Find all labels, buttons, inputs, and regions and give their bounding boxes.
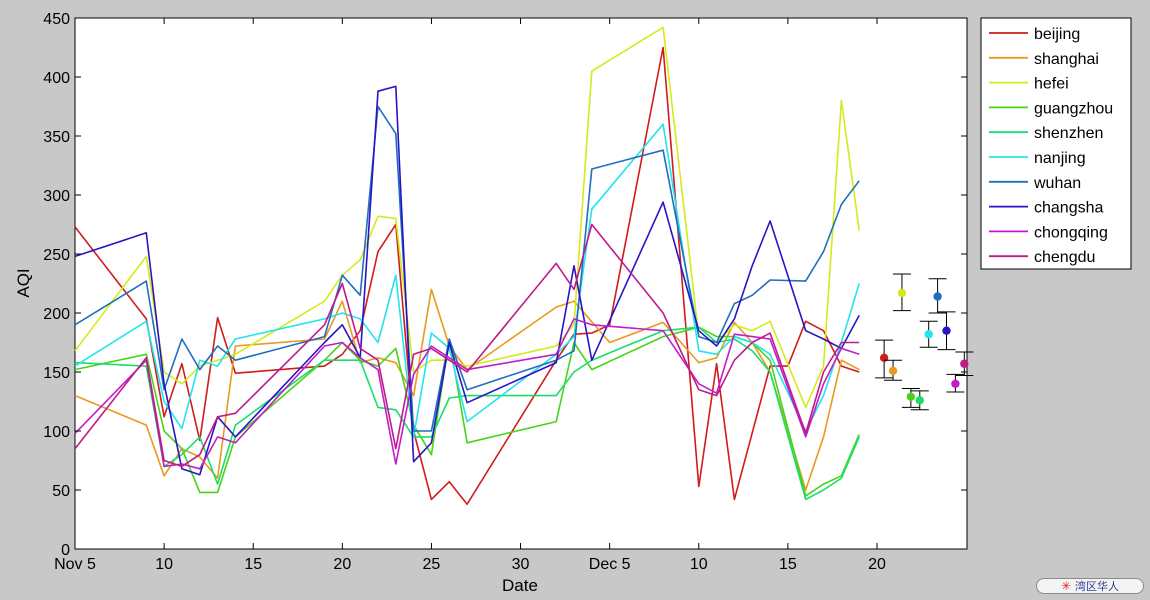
mean-marker-hefei (897, 288, 907, 298)
x-tick-label: 15 (779, 556, 797, 573)
mean-marker-guangzhou (906, 392, 916, 401)
watermark-badge: ✳ 湾区华人 (1036, 578, 1144, 594)
mean-marker-changsha (942, 326, 951, 335)
x-tick-label: 25 (423, 556, 441, 573)
legend-label-nanjing: nanjing (1034, 150, 1086, 167)
plot-area (74, 17, 968, 550)
legend-label-guangzhou: guangzhou (1034, 100, 1113, 117)
y-axis-title: AQI (14, 268, 33, 297)
mean-marker-nanjing (924, 330, 933, 339)
x-tick-label: 10 (155, 556, 173, 573)
series-line-wuhan (74, 105, 860, 432)
mean-marker-beijing (879, 353, 889, 363)
red-asterisk-icon: ✳ (1060, 579, 1072, 593)
x-tick-label: Dec 5 (589, 556, 631, 573)
watermark-text: 湾区华人 (1075, 580, 1120, 593)
legend-label-hefei: hefei (1034, 76, 1069, 93)
y-tick-label: 450 (43, 11, 70, 28)
series-line-shenzhen (74, 326, 860, 501)
series-line-beijing (74, 46, 860, 506)
series-line-changsha (74, 85, 860, 476)
x-tick-label: 15 (244, 556, 262, 573)
x-tick-label: Nov 5 (54, 556, 96, 573)
mean-marker-chengdu (960, 359, 969, 368)
y-tick-label: 400 (43, 70, 70, 87)
y-tick-label: 150 (43, 365, 70, 382)
legend-label-shenzhen: shenzhen (1034, 125, 1103, 142)
legend: beijing shanghai hefei guangzhou shenzhen nan… (980, 17, 1132, 270)
legend-label-wuhan: wuhan (1033, 175, 1081, 192)
legend-box (980, 17, 1132, 270)
x-tick-label: 30 (512, 556, 530, 573)
x-tick-label: 20 (868, 556, 886, 573)
legend-label-shanghai: shanghai (1034, 51, 1099, 68)
series-line-nanjing (74, 123, 860, 438)
summary-markers (875, 273, 974, 411)
x-tick-label: 10 (690, 556, 708, 573)
series-line-chengdu (74, 223, 860, 468)
y-tick-label: 300 (43, 188, 70, 205)
x-tick-label: 20 (333, 556, 351, 573)
series-lines (74, 26, 860, 506)
mean-marker-chongqing (951, 379, 960, 388)
legend-label-chengdu: chengdu (1034, 249, 1095, 266)
y-tick-label: 50 (52, 483, 70, 500)
mean-marker-shanghai (888, 366, 898, 376)
y-tick-label: 350 (43, 129, 70, 146)
legend-label-chongqing: chongqing (1034, 224, 1108, 241)
legend-label-changsha: changsha (1034, 200, 1103, 217)
y-axis: 0 50 100 150 200 250 300 350 400 450 (43, 11, 967, 559)
legend-label-beijing: beijing (1034, 26, 1080, 43)
series-line-chongqing (74, 318, 860, 470)
y-tick-label: 0 (61, 542, 70, 559)
mean-marker-shenzhen (915, 396, 924, 405)
mean-marker-wuhan (933, 292, 942, 301)
y-tick-label: 100 (43, 424, 70, 441)
y-tick-label: 200 (43, 306, 70, 323)
x-axis-title: Date (502, 576, 538, 595)
y-tick-label: 250 (43, 247, 70, 264)
x-axis: Nov 5 10 15 20 25 30 Dec 5 10 15 20 (54, 18, 886, 573)
